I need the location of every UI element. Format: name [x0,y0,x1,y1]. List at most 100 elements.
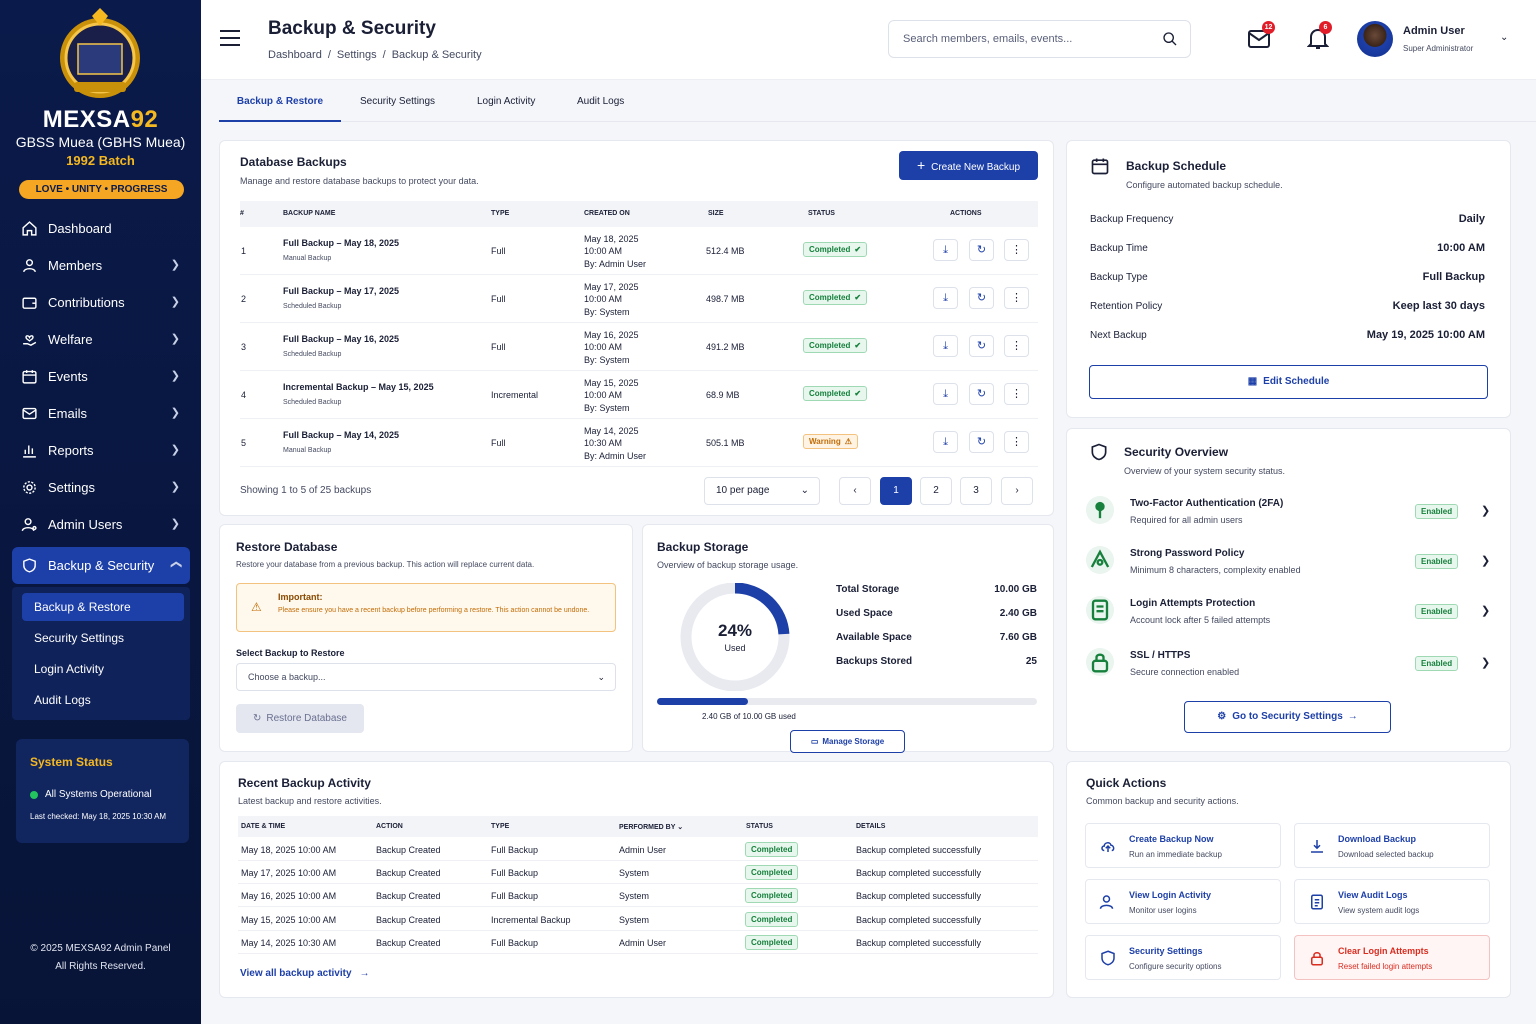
restore-backup-button[interactable]: ↻ [969,335,994,357]
go-to-security-settings-button[interactable]: ⚙ Go to Security Settings → [1184,701,1391,733]
schedule-value: Full Backup [1422,271,1485,283]
quick-action-security-settings[interactable]: Security Settings Configure security opti… [1085,935,1281,980]
sidebar-item-members[interactable]: Members ❯ [12,247,190,284]
mail-icon [20,405,38,423]
status-badge: Enabled [1415,604,1459,619]
quick-action-clear-login-attempts[interactable]: Clear Login Attempts Reset failed login a… [1294,935,1490,980]
chevron-right-icon: ❯ [170,444,180,456]
view-all-activity-link[interactable]: View all backup activity → [240,968,370,979]
quick-action-desc: Download selected backup [1338,850,1434,859]
notifications-button[interactable]: 6 [1306,21,1332,56]
pagination-prev[interactable]: ‹ [839,477,871,505]
logo-crest-icon [60,8,140,98]
pagination-page[interactable]: 2 [920,477,952,505]
backup-kind: Scheduled Backup [283,303,342,310]
chevron-right-icon[interactable]: ❯ [1481,505,1491,517]
schedule-value: May 19, 2025 10:00 AM [1366,329,1485,341]
breadcrumb-link[interactable]: Dashboard [268,49,322,61]
user-name[interactable]: Admin User [1403,25,1465,37]
chevron-right-icon[interactable]: ❯ [1481,657,1491,669]
sidebar-item-events[interactable]: Events ❯ [12,358,190,395]
download-backup-button[interactable]: ⤓ [933,287,958,309]
edit-schedule-button[interactable]: ▦ Edit Schedule [1089,365,1488,399]
sidebar-subitem-backup-restore[interactable]: Backup & Restore [22,593,184,621]
sidebar-item-emails[interactable]: Emails ❯ [12,395,190,432]
database-backups-title: Database Backups [240,155,347,169]
download-backup-button[interactable]: ⤓ [933,239,958,261]
mail-icon [1248,30,1270,48]
per-page-select[interactable]: 10 per page ⌄ [704,477,820,505]
refresh-icon: ↻ [253,713,262,724]
select-backup-dropdown[interactable]: Choose a backup... ⌄ [236,663,616,691]
quick-action-download-backup[interactable]: Download Backup Download selected backup [1294,823,1490,868]
table-row: May 16, 2025 10:00 AM Backup Created Full … [238,884,1038,908]
tab-backup-restore[interactable]: Backup & Restore [219,88,341,122]
donut-fill [680,583,790,691]
breadcrumb-link[interactable]: Settings [336,49,377,61]
hand-heart-icon [20,331,38,349]
restore-backup-button[interactable]: ↻ [969,239,994,261]
sidebar-subitem-audit-logs[interactable]: Audit Logs [34,693,91,707]
copyright-line: All Rights Reserved. [55,961,146,972]
document-icon [1308,893,1326,911]
quick-action-title: View Audit Logs [1338,890,1408,900]
more-actions-button[interactable]: ⋮ [1004,431,1029,453]
tab-audit-logs[interactable]: Audit Logs [577,96,625,107]
status-badge-label: Completed [809,293,851,302]
tab-security-settings[interactable]: Security Settings [360,96,436,107]
column-header: STATUS [746,823,773,830]
sidebar-item-contributions[interactable]: Contributions ❯ [12,284,190,321]
search-icon[interactable] [1162,31,1178,47]
recent-activity-title: Recent Backup Activity [238,776,371,790]
quick-action-view-audit-logs[interactable]: View Audit Logs View system audit logs [1294,879,1490,924]
chevron-down-icon[interactable]: ⌄ [1500,32,1509,43]
search-input[interactable]: Search members, emails, events... [888,20,1191,58]
restore-backup-button[interactable]: ↻ [969,431,994,453]
quick-action-view-login-activity[interactable]: View Login Activity Monitor user logins [1085,879,1281,924]
sidebar-subitem-login-activity[interactable]: Login Activity [34,662,105,676]
tab-login-activity[interactable]: Login Activity [477,96,536,107]
more-actions-button[interactable]: ⋮ [1004,239,1029,261]
home-icon [20,220,38,238]
more-actions-button[interactable]: ⋮ [1004,287,1029,309]
activity-type: Full Backup [491,845,539,855]
download-backup-button[interactable]: ⤓ [933,383,958,405]
sidebar-item-reports[interactable]: Reports ❯ [12,432,190,469]
more-actions-button[interactable]: ⋮ [1004,335,1029,357]
column-header: CREATED ON [584,210,630,217]
sidebar-item-admin-users[interactable]: Admin Users ❯ [12,506,190,543]
sidebar-item-dashboard[interactable]: Dashboard [12,210,190,247]
column-header-sortable[interactable]: PERFORMED BY ⌄ [619,823,683,831]
restore-backup-button[interactable]: ↻ [969,383,994,405]
create-backup-button[interactable]: + Create New Backup [899,151,1038,180]
manage-storage-button[interactable]: ▭ Manage Storage [790,730,905,753]
backup-time: 10:00 AM [584,294,623,304]
sidebar-item-backup-security[interactable]: Backup & Security ❯ [12,547,190,584]
avatar[interactable] [1357,21,1393,57]
chevron-right-icon[interactable]: ❯ [1481,605,1491,617]
table-row: May 17, 2025 10:00 AM Backup Created Full … [238,861,1038,885]
download-backup-button[interactable]: ⤓ [933,335,958,357]
create-backup-label: Create New Backup [931,162,1021,173]
activity-performer: Admin User [619,937,667,948]
quick-action-create-backup-now[interactable]: Create Backup Now Run an immediate backup [1085,823,1281,868]
download-backup-button[interactable]: ⤓ [933,431,958,453]
chevron-right-icon[interactable]: ❯ [1481,555,1491,567]
sidebar-item-welfare[interactable]: Welfare ❯ [12,321,190,358]
menu-icon[interactable] [220,30,240,46]
mail-button[interactable]: 12 [1247,21,1275,55]
more-actions-button[interactable]: ⋮ [1004,383,1029,405]
restore-title: Restore Database [236,540,338,554]
sidebar-subitem-security-settings[interactable]: Security Settings [34,631,125,645]
pagination-page[interactable]: 1 [880,477,912,505]
sidebar-item-settings[interactable]: Settings ❯ [12,469,190,506]
chevron-down-icon: ⌄ [800,485,809,496]
storage-label: Backups Stored [836,656,913,667]
refresh-icon: ↻ [976,340,987,352]
restore-database-button[interactable]: ↻ Restore Database [236,704,364,733]
pagination-page[interactable]: 3 [960,477,992,505]
storage-label: Used Space [836,608,893,619]
pagination-next[interactable]: › [1001,477,1033,505]
restore-backup-button[interactable]: ↻ [969,287,994,309]
schedule-label: Backup Time [1090,243,1148,254]
